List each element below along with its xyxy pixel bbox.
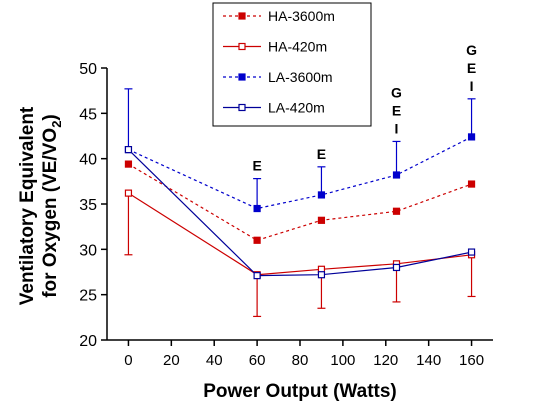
y-tick-label: 25 [79,288,97,305]
y-tick-label: 45 [79,106,97,123]
series-line [127,149,472,277]
ticks: 20 25 30 35 40 45 50 0 20 40 60 80 100 120 140 160 [79,61,484,369]
x-tick-label: 60 [249,352,266,369]
significance-label: E [392,102,401,118]
y-tick-label: 30 [79,242,97,259]
legend-swatch-marker [238,103,246,112]
y-tick-label: 40 [79,152,97,169]
legend-item: LA-420m [223,100,325,116]
significance-label: I [395,120,399,136]
x-tick-label: 140 [416,352,441,369]
x-tick-label: 160 [459,352,484,369]
data-point [124,189,133,197]
x-tick-label: 0 [124,352,132,369]
data-point [124,160,133,168]
data-point [253,204,261,213]
y-axis-title-line2: for Oxygen (VE/VO2) [40,114,64,298]
data-point [467,133,476,141]
significance-label: E [317,146,326,162]
series-line [128,163,472,241]
legend-swatch-marker [238,42,246,51]
series-group [124,88,476,318]
significance-label: E [252,158,261,174]
legend-label: HA-420m [268,39,327,55]
data-point [124,146,133,154]
data-point [392,263,401,272]
significance-label: E [467,60,476,76]
y-axis-title-line1: Ventilatory Equivalent [17,106,38,305]
legend-swatch-marker [238,73,246,81]
x-tick-label: 80 [292,352,309,369]
legend-item: HA-420m [223,39,327,55]
data-point [467,180,476,188]
significance-label: G [466,42,477,58]
data-point [253,236,261,244]
series-line [128,136,472,210]
data-point [392,207,401,215]
legend-swatch-marker [238,12,246,20]
y-tick-label: 50 [79,61,97,78]
series-LA-420m [124,146,476,280]
legend-label: LA-3600m [268,69,333,85]
significance-label: I [470,78,474,94]
legend-label: LA-420m [268,100,325,116]
x-tick-label: 20 [163,352,180,369]
y-tick-label: 35 [79,197,97,214]
y-axis-title-prefix: for Oxygen (VE/VO [40,128,61,298]
legend-item: LA-3600m [223,69,333,85]
y-axis-title-subscript: 2 [49,121,64,128]
data-point [253,272,261,280]
series-HA-3600m [124,160,476,244]
data-point [317,271,326,279]
data-point [467,248,476,256]
data-point [317,191,326,199]
data-point [317,216,326,224]
x-tick-label: 100 [330,352,355,369]
data-point [392,171,401,179]
y-axis-title-suffix: ) [40,114,61,120]
legend-item: HA-3600m [223,8,335,24]
x-tick-label: 40 [206,352,223,369]
x-tick-label: 120 [373,352,398,369]
x-axis-title: Power Output (Watts) [203,381,397,402]
series-HA-420m [124,189,476,318]
legend: HA-3600m HA-420m LA-3600m LA-420m [212,2,372,127]
y-tick-label: 20 [79,333,97,350]
significance-label: G [391,84,402,100]
legend-label: HA-3600m [268,8,335,24]
